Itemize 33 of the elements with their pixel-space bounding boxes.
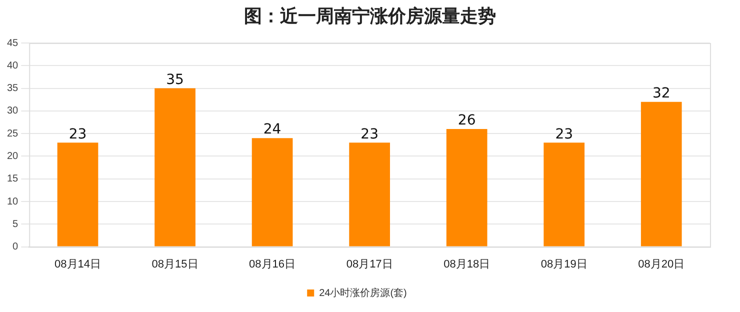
y-tick-label: 20 (7, 150, 19, 162)
y-tick-label: 0 (12, 242, 19, 253)
x-tick-label: 08月18日 (444, 258, 490, 270)
data-label: 23 (360, 126, 378, 142)
chart-title: 图：近一周南宁涨价房源量走势 (243, 5, 497, 29)
y-tick-label: 15 (7, 174, 19, 185)
bar (154, 88, 196, 246)
y-tick-label: 45 (7, 38, 19, 49)
data-label: 26 (458, 112, 476, 129)
data-label: 35 (166, 72, 184, 88)
data-label: 23 (555, 126, 574, 142)
y-tick-label: 25 (7, 128, 19, 140)
x-tick-label: 08月20日 (638, 258, 685, 270)
y-tick-label: 35 (7, 83, 19, 94)
data-label: 23 (68, 126, 87, 142)
x-tick-label: 08月15日 (152, 258, 198, 270)
x-tick-label: 08月17日 (346, 258, 393, 270)
data-label: 24 (263, 122, 282, 138)
bar (544, 142, 585, 246)
y-tick-label: 30 (7, 106, 19, 117)
bar (640, 102, 682, 246)
y-tick-label: 40 (7, 60, 19, 72)
bar (349, 142, 390, 246)
x-tick-label: 08月19日 (540, 258, 588, 270)
bar (57, 142, 98, 246)
bar (446, 129, 488, 246)
data-label: 32 (652, 86, 670, 102)
x-tick-label: 08月16日 (249, 258, 296, 270)
y-tick-label: 5 (12, 218, 19, 230)
bar (252, 138, 293, 246)
legend-label: 24小时涨价房源(套) (319, 286, 407, 299)
x-tick-label: 08月14日 (54, 258, 101, 270)
y-tick-label: 10 (7, 196, 19, 208)
